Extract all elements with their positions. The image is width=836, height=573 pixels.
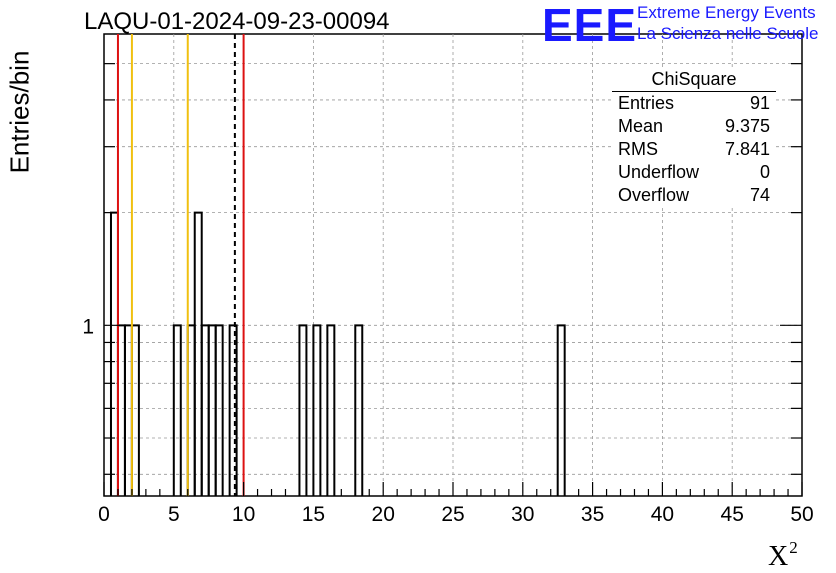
- x-tick-label: 10: [232, 503, 255, 526]
- x-tick-label: 50: [790, 503, 813, 526]
- histogram-bin: [556, 324, 566, 496]
- stats-box: ChiSquare Entries 91 Mean 9.375 RMS 7.84…: [612, 68, 776, 207]
- histogram-bin: [214, 324, 224, 496]
- stats-label: Mean: [618, 116, 664, 136]
- histogram-bin: [298, 324, 308, 496]
- stats-label: RMS: [618, 139, 658, 159]
- stats-row-rms: RMS 7.841: [612, 138, 776, 161]
- stats-row-mean: Mean 9.375: [612, 115, 776, 138]
- stats-label: Underflow: [618, 162, 700, 182]
- histogram-bin: [130, 324, 140, 496]
- stats-value: 74: [749, 185, 770, 205]
- histogram-bin: [172, 324, 182, 496]
- x-axis-label: X2: [768, 538, 798, 573]
- stats-row-overflow: Overflow 74: [612, 184, 776, 207]
- stats-value: 9.375: [724, 116, 770, 136]
- stats-value: 7.841: [724, 139, 770, 159]
- axis-tick-labels: 0 5 10 15 20 25 30 35 40 45 50 1: [82, 315, 813, 526]
- histogram-bin: [326, 324, 336, 496]
- histogram-bin: [312, 324, 322, 496]
- histogram-bin: [200, 324, 210, 496]
- x-axis-label-superscript: 2: [789, 538, 798, 557]
- x-axis-label-base: X: [768, 541, 789, 572]
- x-tick-label: 40: [651, 503, 674, 526]
- y-axis-label: Entries/bin: [4, 50, 35, 174]
- eee-logo: EEE: [542, 0, 638, 51]
- histogram-bin: [193, 211, 203, 496]
- brand-line-1: Extreme Energy Events: [637, 3, 816, 22]
- histogram-bin: [207, 324, 217, 496]
- histogram-bin: [228, 324, 238, 496]
- x-tick-label: 45: [721, 503, 744, 526]
- stats-label: Overflow: [618, 185, 690, 205]
- x-tick-label: 15: [302, 503, 325, 526]
- x-tick-label: 5: [168, 503, 180, 526]
- stats-row-entries: Entries 91: [612, 92, 776, 115]
- x-tick-label: 30: [511, 503, 534, 526]
- plot-title: LAQU-01-2024-09-23-00094: [84, 8, 390, 35]
- grid-lines: [104, 34, 802, 496]
- x-tick-label: 0: [98, 503, 110, 526]
- histogram-bars: [109, 211, 566, 496]
- stats-value: 91: [749, 93, 770, 113]
- histogram-bin: [116, 324, 126, 496]
- stats-label: Entries: [618, 93, 675, 113]
- x-tick-label: 25: [441, 503, 464, 526]
- reference-lines: [116, 34, 245, 496]
- brand-line-2: La Scienza nelle Scuole: [637, 24, 819, 43]
- stats-row-underflow: Underflow 0: [612, 161, 776, 184]
- histogram-bin: [123, 324, 133, 496]
- x-tick-label: 35: [581, 503, 604, 526]
- axis-ticks: [103, 63, 803, 496]
- histogram-bin: [354, 324, 364, 496]
- histogram-bin: [186, 324, 196, 496]
- x-tick-label: 20: [372, 503, 395, 526]
- stats-value: 0: [759, 162, 770, 182]
- y-tick-label: 1: [82, 315, 94, 338]
- histogram-bin: [109, 211, 119, 496]
- stats-title: ChiSquare: [612, 68, 776, 92]
